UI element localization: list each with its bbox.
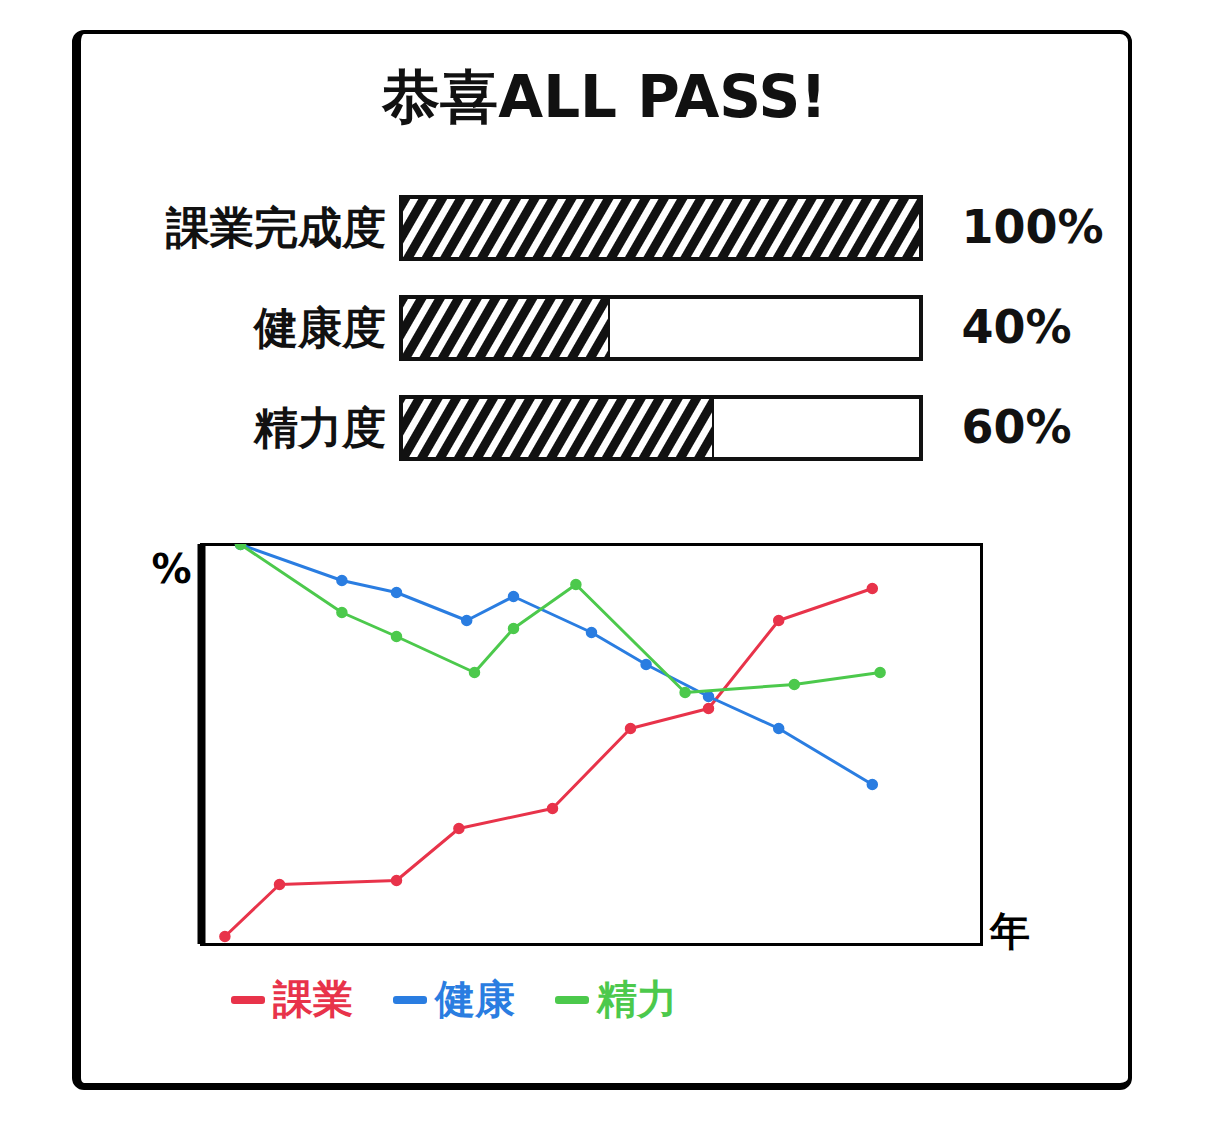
svg-text:100%: 100% <box>962 200 1104 254</box>
html-text:健康: 健康 <box>435 976 515 1022</box>
html-text:恭喜ALL PASS!: 恭喜ALL PASS! <box>382 63 827 131</box>
svg-text:年: 年 <box>989 908 1030 954</box>
svg-text:60%: 60% <box>962 400 1072 454</box>
html-text:精力: 精力 <box>597 976 677 1022</box>
svg-text:精力度: 精力度 <box>253 402 386 453</box>
svg-text:健康度: 健康度 <box>252 302 386 353</box>
svg-text:%: % <box>151 546 191 592</box>
svg-text:課業完成度: 課業完成度 <box>165 202 386 253</box>
svg-text:40%: 40% <box>962 300 1072 354</box>
html-text:課業: 課業 <box>273 976 353 1022</box>
